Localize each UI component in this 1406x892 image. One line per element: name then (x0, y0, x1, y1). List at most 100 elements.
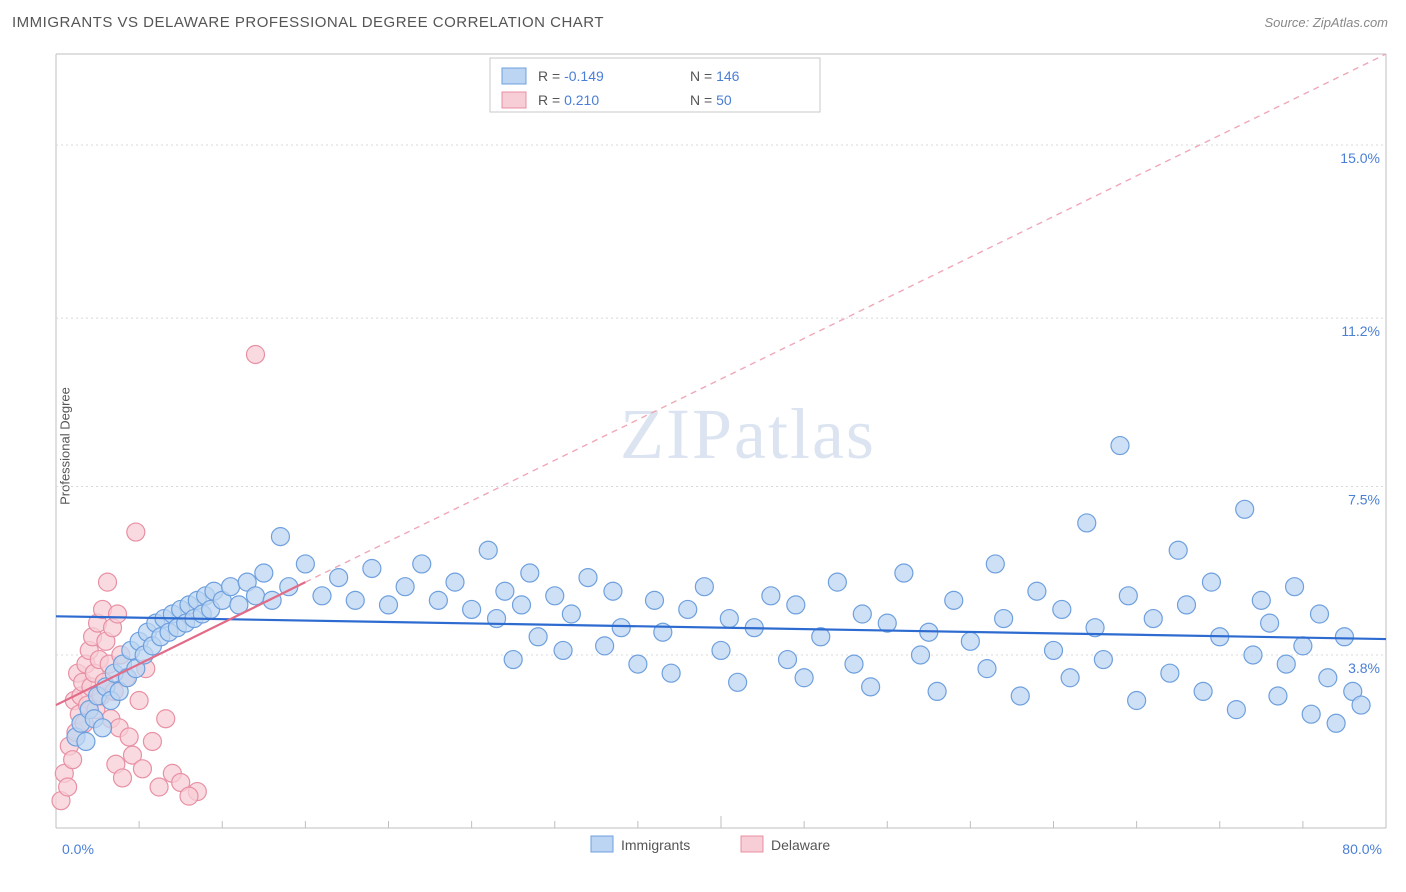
data-point (346, 591, 364, 609)
svg-text:R = 0.210: R = 0.210 (538, 92, 599, 108)
data-point (662, 664, 680, 682)
data-point (120, 728, 138, 746)
svg-text:15.0%: 15.0% (1340, 150, 1380, 166)
data-point (612, 619, 630, 637)
data-point (222, 578, 240, 596)
data-point (679, 600, 697, 618)
data-point (513, 596, 531, 614)
chart-source: Source: ZipAtlas.com (1264, 15, 1388, 30)
data-point (1294, 637, 1312, 655)
data-point (1269, 687, 1287, 705)
data-point (795, 669, 813, 687)
data-point (1061, 669, 1079, 687)
data-point (263, 591, 281, 609)
svg-text:11.2%: 11.2% (1341, 323, 1380, 339)
data-point (255, 564, 273, 582)
data-point (1244, 646, 1262, 664)
data-point (779, 651, 797, 669)
legend-correlation: R = -0.149N = 146R = 0.210N = 50 (490, 58, 820, 112)
data-point (1261, 614, 1279, 632)
data-point (978, 660, 996, 678)
svg-text:R = -0.149: R = -0.149 (538, 68, 604, 84)
data-point (127, 523, 145, 541)
data-point (180, 787, 198, 805)
data-point (1045, 641, 1063, 659)
data-point (1011, 687, 1029, 705)
data-point (479, 541, 497, 559)
data-point (729, 673, 747, 691)
data-point (1028, 582, 1046, 600)
data-point (504, 651, 522, 669)
data-point (961, 632, 979, 650)
data-point (1319, 669, 1337, 687)
data-point (529, 628, 547, 646)
data-point (1252, 591, 1270, 609)
data-point (646, 591, 664, 609)
data-point (296, 555, 314, 573)
data-point (413, 555, 431, 573)
data-point (845, 655, 863, 673)
data-point (1128, 692, 1146, 710)
data-point (77, 732, 95, 750)
data-point (1178, 596, 1196, 614)
data-point (604, 582, 622, 600)
data-point (554, 641, 572, 659)
svg-text:80.0%: 80.0% (1342, 841, 1382, 857)
data-point (1227, 701, 1245, 719)
svg-text:Immigrants: Immigrants (621, 837, 690, 853)
data-point (59, 778, 77, 796)
data-point (1119, 587, 1137, 605)
data-point (521, 564, 539, 582)
data-point (562, 605, 580, 623)
data-point (1277, 655, 1295, 673)
svg-text:7.5%: 7.5% (1348, 492, 1380, 508)
data-point (1111, 437, 1129, 455)
data-point (133, 760, 151, 778)
data-point (695, 578, 713, 596)
data-point (1311, 605, 1329, 623)
data-point (1286, 578, 1304, 596)
data-point (109, 605, 127, 623)
data-point (596, 637, 614, 655)
data-point (429, 591, 447, 609)
data-point (1302, 705, 1320, 723)
data-point (157, 710, 175, 728)
svg-text:Delaware: Delaware (771, 837, 830, 853)
data-point (787, 596, 805, 614)
data-point (1169, 541, 1187, 559)
data-point (114, 769, 132, 787)
chart-title: IMMIGRANTS VS DELAWARE PROFESSIONAL DEGR… (12, 14, 604, 31)
data-point (1327, 714, 1345, 732)
data-point (330, 569, 348, 587)
plot-area: 3.8%7.5%11.2%15.0%0.0%80.0%ZIPatlasR = -… (50, 48, 1392, 862)
data-point (945, 591, 963, 609)
data-point (496, 582, 514, 600)
data-point (1078, 514, 1096, 532)
data-point (1202, 573, 1220, 591)
data-point (64, 751, 82, 769)
data-point (143, 732, 161, 750)
data-point (247, 345, 265, 363)
data-point (150, 778, 168, 796)
data-point (380, 596, 398, 614)
data-point (1053, 600, 1071, 618)
data-point (1352, 696, 1370, 714)
svg-text:N = 146: N = 146 (690, 68, 740, 84)
data-point (99, 573, 117, 591)
data-point (546, 587, 564, 605)
data-point (463, 600, 481, 618)
svg-text:0.0%: 0.0% (62, 841, 94, 857)
data-point (579, 569, 597, 587)
data-point (446, 573, 464, 591)
data-point (313, 587, 331, 605)
legend-series: Immigrants Delaware (591, 836, 830, 853)
data-point (912, 646, 930, 664)
svg-text:3.8%: 3.8% (1348, 660, 1380, 676)
scatter-chart: 3.8%7.5%11.2%15.0%0.0%80.0%ZIPatlasR = -… (50, 48, 1392, 862)
data-point (712, 641, 730, 659)
data-point (1236, 500, 1254, 518)
data-point (762, 587, 780, 605)
data-point (1335, 628, 1353, 646)
data-point (862, 678, 880, 696)
data-point (396, 578, 414, 596)
